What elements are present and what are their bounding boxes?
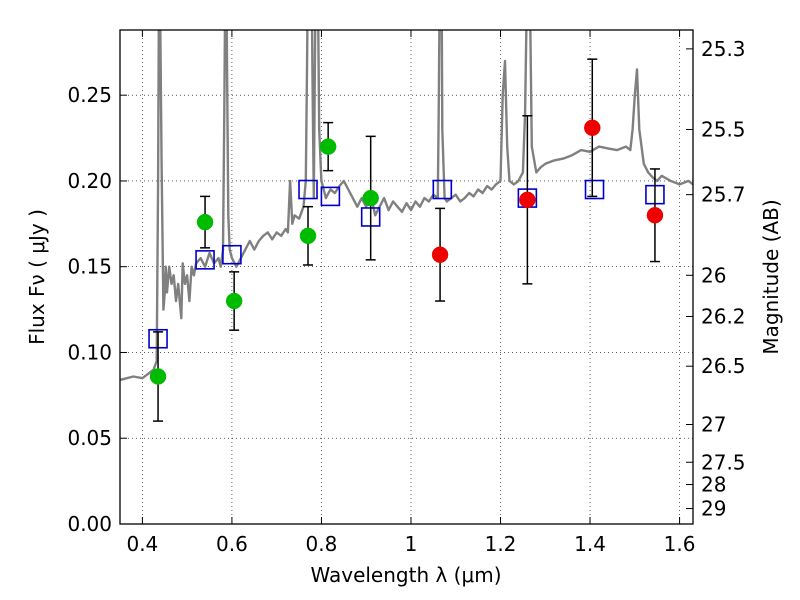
model-photometry-square	[320, 186, 341, 207]
plot-area	[120, 30, 693, 382]
model-spectrum-line	[120, 30, 693, 382]
x-tick-label: 1.6	[664, 532, 696, 556]
data-markers	[148, 58, 665, 422]
x-tick-label: 1.4	[574, 532, 606, 556]
mag-tick-label: 29	[701, 497, 726, 521]
x-tick-label: 0.8	[306, 532, 338, 556]
mag-tick-label: 26.5	[701, 354, 746, 378]
x-axis-title: Wavelength λ (μm)	[310, 563, 501, 587]
mag-tick-label: 27	[701, 413, 726, 437]
observed-green-point	[149, 368, 167, 385]
model-photometry-square	[298, 179, 318, 200]
mag-tick-label: 26	[701, 263, 726, 287]
mag-tick-label: 25.3	[701, 37, 746, 61]
x-tick-label: 0.6	[216, 532, 248, 556]
model-photometry-square	[195, 250, 215, 270]
plot-background	[120, 30, 693, 524]
observed-red-point	[584, 119, 601, 137]
mag-tick-label: 26.2	[701, 304, 746, 328]
model-photometry-square	[222, 244, 242, 265]
x-tick-label: 1	[405, 532, 418, 556]
observed-red-point	[646, 207, 664, 224]
axes: 0.4 0.6 0.8 1 1.2 1.4 1.6 0.00 0.05 0.10 0.15 0.20 0…	[67, 30, 746, 556]
y-tick-label: 0.25	[67, 83, 112, 107]
observed-red-point	[519, 191, 536, 209]
y2-axis-title: Magnitude (AB)	[759, 199, 783, 354]
mag-tick-label: 27.5	[701, 450, 746, 474]
mag-tick-label: 25.5	[701, 117, 746, 141]
x-tick-label: 1.2	[485, 532, 517, 556]
y-axis-title: Flux Fν ( μJy )	[25, 209, 49, 345]
x-tick-label: 0.4	[126, 532, 158, 556]
observed-green-point	[362, 189, 379, 207]
y-tick-label: 0.00	[67, 512, 112, 536]
y-tick-label: 0.20	[67, 169, 112, 193]
observed-red-point	[431, 246, 449, 263]
y-tick-label: 0.10	[67, 340, 112, 364]
observed-green-point	[196, 213, 214, 231]
observed-green-point	[319, 138, 337, 155]
model-photometry-square	[584, 179, 605, 200]
y-tick-label: 0.15	[67, 255, 112, 279]
mag-tick-label: 28	[701, 473, 726, 497]
mag-tick-label: 25.7	[701, 183, 746, 207]
observed-green-point	[299, 227, 317, 245]
observed-green-point	[225, 292, 243, 310]
plot-frame	[119, 29, 694, 525]
model-photometry-square	[432, 179, 453, 200]
y-tick-label: 0.05	[67, 426, 112, 450]
